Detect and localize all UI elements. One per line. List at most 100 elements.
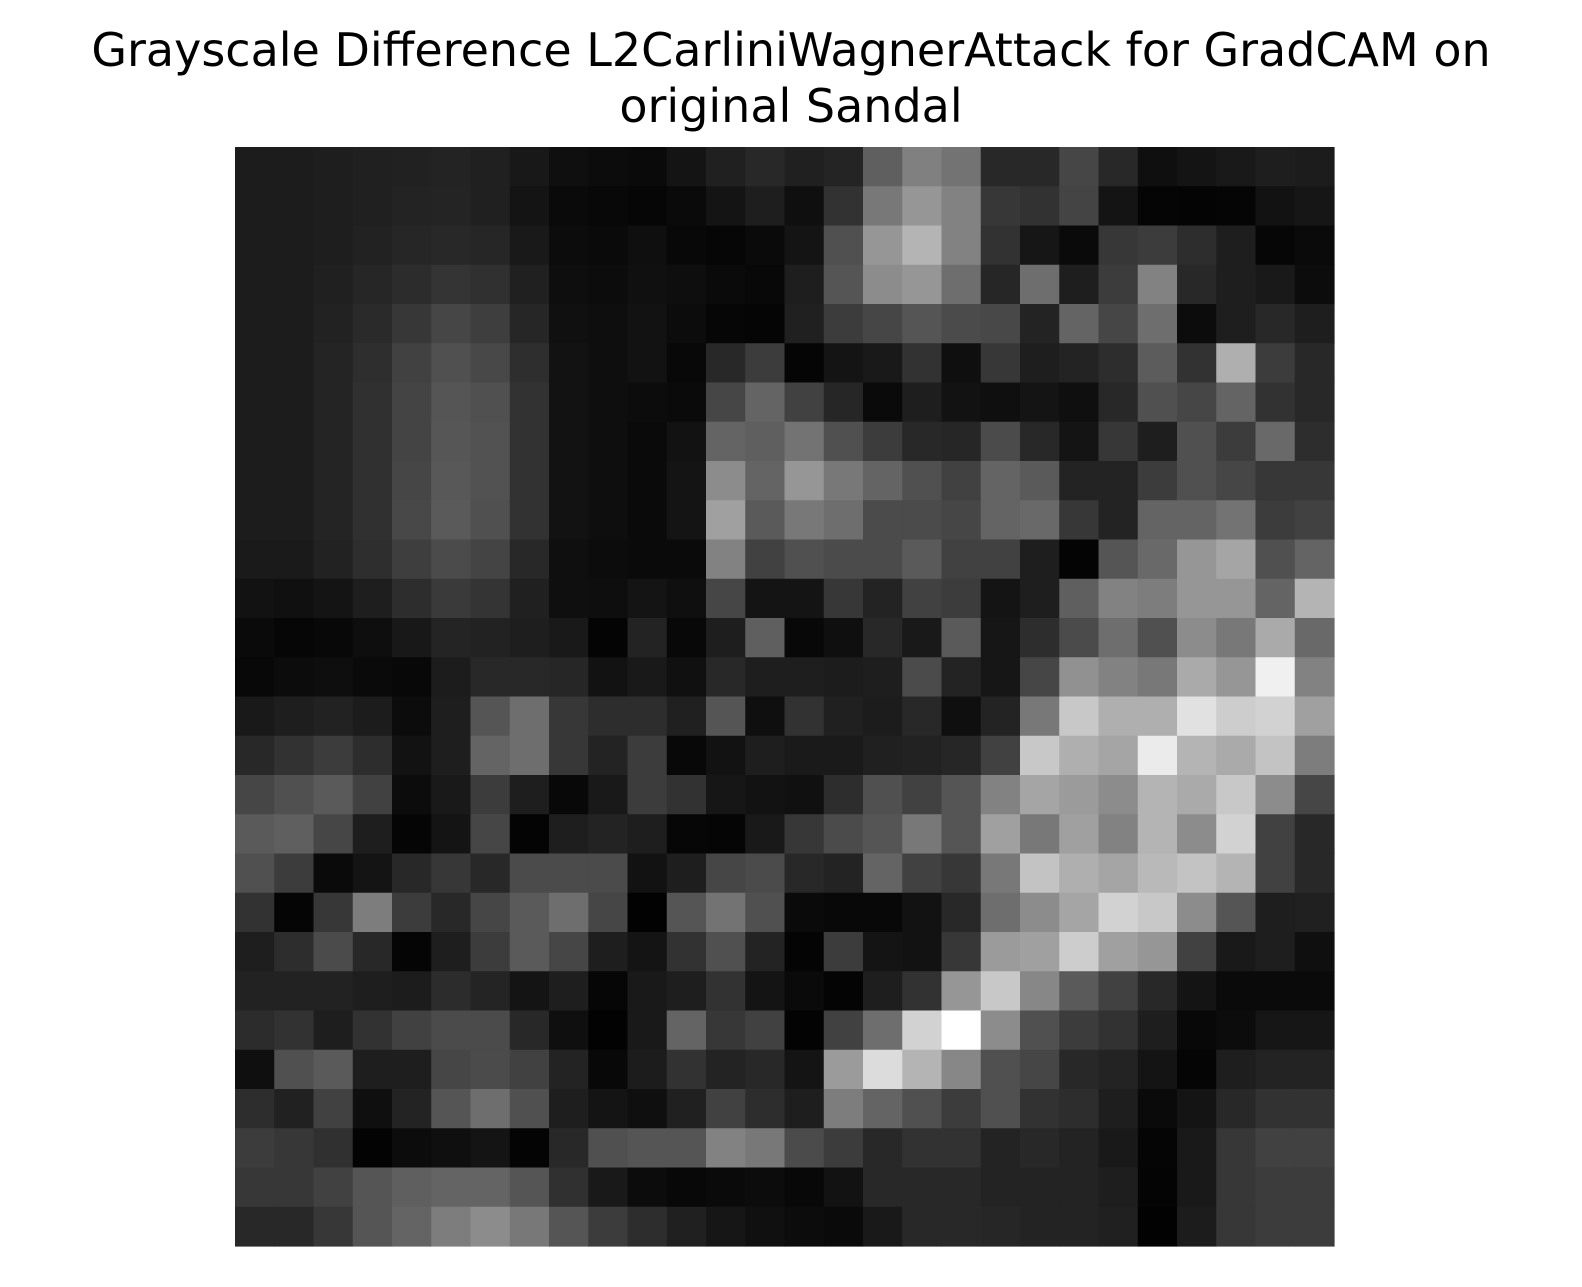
heatmap-cell — [1255, 421, 1296, 462]
heatmap-cell — [784, 1010, 825, 1051]
heatmap-cell — [823, 1049, 864, 1090]
heatmap-cell — [823, 461, 864, 501]
heatmap-cell — [941, 461, 982, 501]
heatmap-cell — [235, 892, 275, 933]
heatmap-cell — [823, 775, 864, 815]
heatmap-cell — [627, 971, 668, 1012]
heatmap-cell — [352, 735, 393, 776]
heatmap-cell — [1059, 971, 1100, 1012]
heatmap-cell — [1255, 814, 1296, 855]
heatmap-cell — [392, 735, 432, 776]
heatmap-cell — [313, 343, 354, 384]
heatmap-cell — [352, 1049, 393, 1090]
heatmap-cell — [509, 618, 550, 658]
heatmap-cell — [431, 1010, 472, 1051]
heatmap-cell — [1137, 343, 1178, 384]
heatmap-cell — [1098, 1089, 1139, 1129]
heatmap-cell — [784, 147, 825, 187]
heatmap-cell — [823, 853, 864, 894]
heatmap-cell — [352, 225, 393, 266]
heatmap-cell — [980, 343, 1021, 384]
heatmap-cells — [235, 147, 1335, 1247]
heatmap-cell — [627, 578, 668, 619]
heatmap-cell — [745, 657, 786, 698]
heatmap-cell — [1177, 853, 1217, 894]
heatmap-cell — [470, 186, 511, 227]
heatmap-cell — [666, 304, 707, 344]
heatmap-cell — [666, 618, 707, 658]
heatmap-cell — [549, 1010, 589, 1051]
heatmap-cell — [902, 971, 943, 1012]
heatmap-cell — [941, 578, 982, 619]
heatmap-cell — [588, 382, 629, 423]
heatmap-cell — [863, 539, 903, 580]
heatmap-cell — [784, 264, 825, 305]
heatmap-cell — [588, 1089, 629, 1129]
heatmap-cell — [392, 696, 432, 737]
heatmap-cell — [1177, 1089, 1217, 1129]
heatmap-cell — [392, 814, 432, 855]
heatmap-cell — [549, 382, 589, 423]
heatmap-cell — [1294, 1167, 1335, 1208]
heatmap-cell — [1216, 578, 1257, 619]
heatmap-cell — [509, 932, 550, 972]
heatmap-cell — [1137, 461, 1178, 501]
heatmap-cell — [666, 775, 707, 815]
heatmap-cell — [470, 892, 511, 933]
heatmap-cell — [431, 696, 472, 737]
heatmap-cell — [627, 461, 668, 501]
heatmap-cell — [1294, 696, 1335, 737]
heatmap-cell — [823, 343, 864, 384]
heatmap-cell — [706, 892, 746, 933]
heatmap-cell — [1137, 618, 1178, 658]
heatmap-cell — [549, 1089, 589, 1129]
heatmap-cell — [509, 735, 550, 776]
heatmap-cell — [352, 343, 393, 384]
heatmap-cell — [627, 775, 668, 815]
heatmap-cell — [745, 264, 786, 305]
heatmap-cell — [509, 1128, 550, 1169]
heatmap-cell — [549, 618, 589, 658]
heatmap-cell — [1098, 892, 1139, 933]
heatmap-cell — [1137, 539, 1178, 580]
heatmap-cell — [1294, 343, 1335, 384]
heatmap-cell — [313, 814, 354, 855]
heatmap-cell — [1098, 539, 1139, 580]
heatmap-cell — [470, 382, 511, 423]
heatmap-cell — [627, 1128, 668, 1169]
heatmap-cell — [1177, 1010, 1217, 1051]
heatmap-cell — [392, 578, 432, 619]
heatmap-cell — [1137, 147, 1178, 187]
heatmap-cell — [902, 1128, 943, 1169]
heatmap-cell — [980, 1089, 1021, 1129]
heatmap-cell — [313, 500, 354, 541]
heatmap-cell — [588, 657, 629, 698]
heatmap-cell — [1098, 932, 1139, 972]
heatmap-cell — [1177, 814, 1217, 855]
heatmap-cell — [588, 1049, 629, 1090]
heatmap-cell — [706, 853, 746, 894]
heatmap-cell — [706, 578, 746, 619]
heatmap-cell — [706, 147, 746, 187]
heatmap-cell — [902, 1089, 943, 1129]
heatmap-cell — [823, 657, 864, 698]
heatmap-cell — [352, 1010, 393, 1051]
heatmap-cell — [431, 657, 472, 698]
heatmap-cell — [1098, 618, 1139, 658]
heatmap-cell — [313, 147, 354, 187]
heatmap-cell — [902, 539, 943, 580]
heatmap-cell — [902, 1206, 943, 1247]
heatmap-cell — [392, 304, 432, 344]
heatmap-cell — [509, 657, 550, 698]
heatmap-cell — [1177, 500, 1217, 541]
heatmap-cell — [313, 971, 354, 1012]
heatmap-cell — [1137, 578, 1178, 619]
heatmap-cell — [823, 1010, 864, 1051]
heatmap-cell — [980, 696, 1021, 737]
heatmap-cell — [784, 382, 825, 423]
heatmap-cell — [1098, 775, 1139, 815]
heatmap-cell — [941, 421, 982, 462]
heatmap-cell — [352, 892, 393, 933]
heatmap-cell — [1216, 775, 1257, 815]
heatmap-cell — [627, 1206, 668, 1247]
